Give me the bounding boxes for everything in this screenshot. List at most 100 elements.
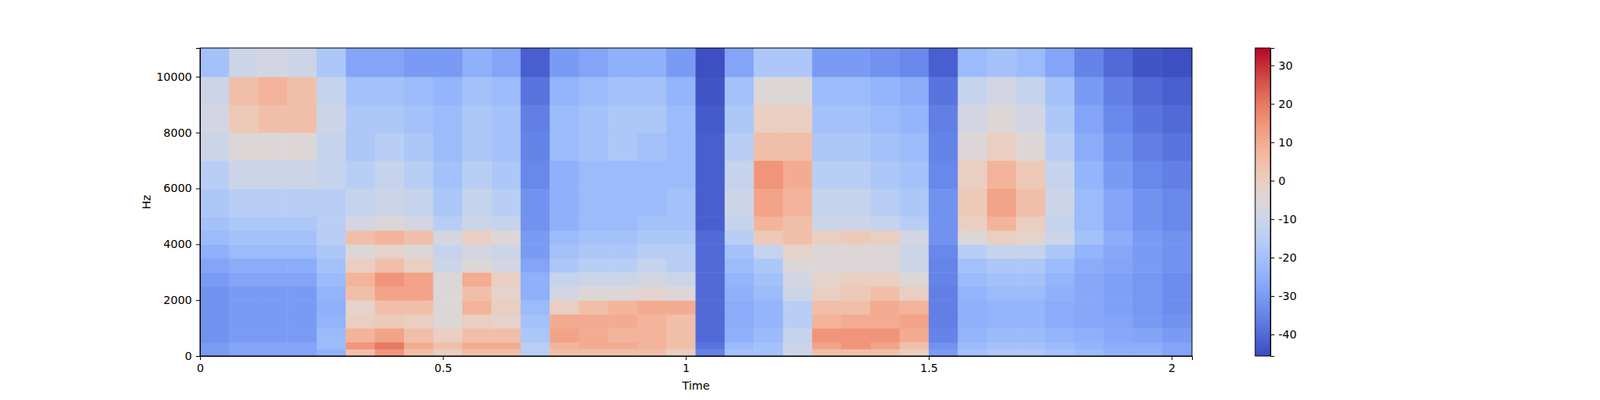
cell (316, 328, 347, 343)
cell (375, 132, 405, 161)
cell (753, 76, 784, 105)
cell (1161, 328, 1192, 343)
cell (1132, 328, 1163, 343)
cell (1161, 132, 1192, 161)
cell (462, 258, 492, 273)
cell (1103, 48, 1133, 77)
colorbar-axis-tick: -20 (1270, 251, 1297, 264)
cell (520, 230, 551, 245)
cell (1074, 48, 1104, 77)
y-axis: 0200040006000800010000 (156, 48, 200, 363)
cell (287, 104, 317, 133)
cell (608, 48, 638, 77)
cell (404, 244, 434, 259)
cell (462, 160, 492, 189)
cell (1074, 348, 1104, 356)
cell (1016, 132, 1046, 161)
cell (1074, 272, 1104, 287)
cell (1161, 272, 1192, 287)
cell (783, 314, 813, 329)
cell (870, 132, 900, 161)
colorbar-axis-tick-mark (1270, 142, 1275, 144)
y-axis-tick-label: 4000 (163, 237, 192, 251)
cell (608, 300, 638, 315)
cell (316, 76, 347, 105)
cell (608, 342, 638, 350)
cell (608, 286, 638, 301)
cell (753, 104, 784, 133)
cell (345, 48, 376, 77)
cell (1045, 244, 1076, 259)
cell (753, 328, 784, 343)
cell (1132, 160, 1163, 189)
cell (987, 258, 1017, 273)
cell (666, 286, 696, 301)
cell (928, 132, 959, 161)
cell (1103, 244, 1133, 259)
cell (695, 348, 725, 356)
cell (695, 160, 725, 189)
cell (432, 328, 463, 343)
cell (287, 76, 317, 105)
cell (375, 328, 405, 343)
cell (783, 300, 813, 315)
x-axis-tick-mark (928, 356, 930, 360)
cell (812, 348, 842, 356)
cell (520, 76, 551, 105)
cell (228, 258, 259, 273)
cell (724, 286, 755, 301)
cell (987, 244, 1017, 259)
cell (432, 258, 463, 273)
cell (258, 244, 288, 259)
cell (637, 132, 668, 161)
cell (228, 48, 259, 77)
y-axis-tick-label: 8000 (163, 126, 192, 140)
cell (549, 272, 580, 287)
cell (1074, 132, 1104, 161)
cell (287, 258, 317, 273)
cell (375, 348, 405, 356)
colorbar-axis-tick-label: 20 (1278, 97, 1293, 111)
x-axis-tick-label: 1 (682, 361, 690, 375)
cell (987, 216, 1017, 231)
cell (1103, 286, 1133, 301)
cell (695, 48, 725, 77)
cell (870, 188, 900, 216)
cell (258, 104, 288, 133)
cell (1103, 328, 1133, 343)
cell (1132, 342, 1163, 350)
cell (1132, 272, 1163, 287)
cell (928, 300, 959, 315)
cell (258, 76, 288, 105)
cell (228, 272, 259, 287)
cell (1074, 342, 1104, 350)
cell (812, 314, 842, 329)
cell (724, 216, 755, 231)
cell (462, 216, 492, 231)
cell (1045, 342, 1076, 350)
cell (258, 314, 288, 329)
cell (258, 48, 288, 77)
cell (608, 244, 638, 259)
cell (812, 258, 842, 273)
cell (228, 244, 259, 259)
cell (579, 328, 609, 343)
cell (812, 188, 842, 216)
cell (345, 76, 376, 105)
cell (608, 104, 638, 133)
cell (432, 188, 463, 216)
cell (783, 286, 813, 301)
cell (491, 286, 521, 301)
cell (724, 300, 755, 315)
cell (1132, 48, 1163, 77)
cell (724, 230, 755, 245)
cell (404, 132, 434, 161)
cell (316, 286, 347, 301)
cell (841, 244, 872, 259)
cell (724, 188, 755, 216)
y-axis-tick: 4000 (163, 237, 200, 251)
cell (783, 272, 813, 287)
cell (345, 300, 376, 315)
cell (899, 160, 929, 189)
cell (637, 160, 668, 189)
